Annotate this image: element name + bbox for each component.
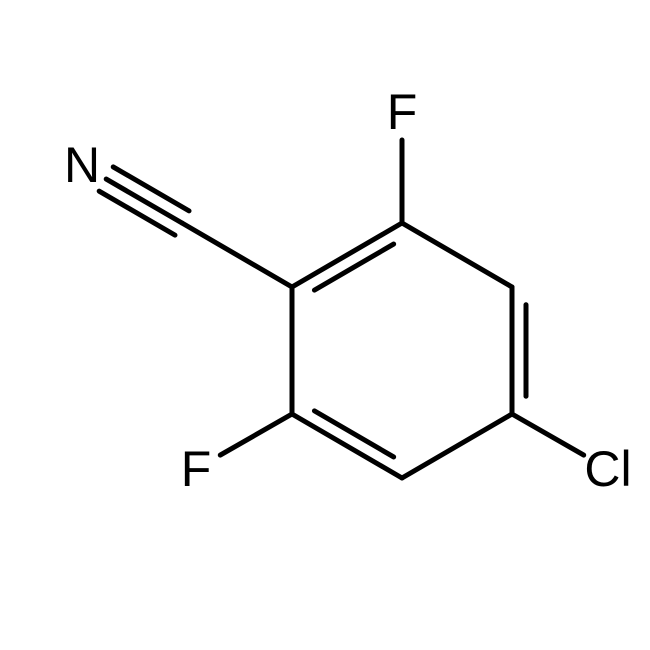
bond-line [512,414,584,455]
bond-line [182,223,292,287]
bond-line [220,414,292,455]
atom-label-cl: Cl [584,441,631,497]
chemical-structure-diagram: F Cl F N [0,0,650,650]
atom-label-f: F [181,441,212,497]
bond-line [292,414,402,478]
bond-line [402,223,512,287]
atom-label-n: N [64,137,100,193]
bond-line [292,223,402,287]
atom-label-f: F [387,84,418,140]
bond-line [402,414,512,478]
